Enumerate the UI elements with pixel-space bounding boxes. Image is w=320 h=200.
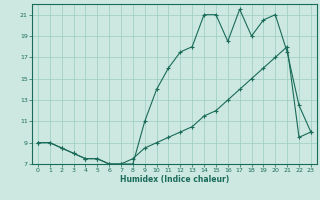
X-axis label: Humidex (Indice chaleur): Humidex (Indice chaleur) (120, 175, 229, 184)
